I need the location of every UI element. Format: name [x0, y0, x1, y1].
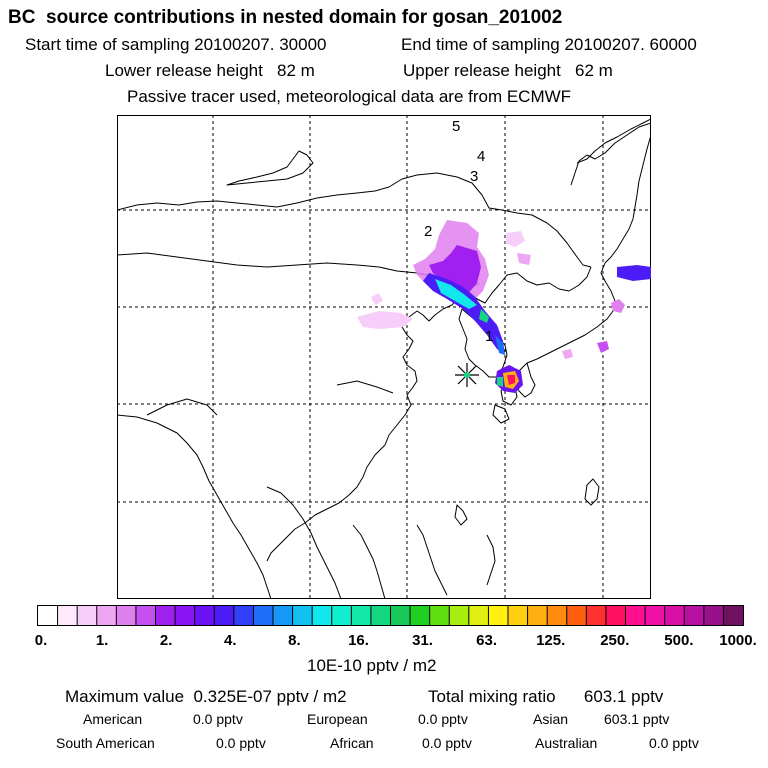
colorbar-cell [155, 606, 176, 625]
colorbar-cell [625, 606, 646, 625]
colorbar-cell [214, 606, 235, 625]
colorbar-cell [566, 606, 587, 625]
colorbar-cell [429, 606, 450, 625]
trajectory-label-5: 5 [452, 118, 460, 135]
colorbar-cell [645, 606, 666, 625]
colorbar-cells [38, 606, 744, 625]
colorbar-cell [253, 606, 274, 625]
colorbar-cell [96, 606, 117, 625]
african-value: 0.0 pptv [422, 735, 472, 751]
colorbar-cell [233, 606, 255, 625]
american-label: American [83, 711, 143, 727]
colorbar-frame [37, 605, 744, 626]
african-label: African [330, 735, 374, 751]
colorbar-label-8: 8. [288, 632, 301, 649]
european-label: European [307, 711, 368, 727]
colorbar-cell [390, 606, 411, 625]
colorbar-cell [194, 606, 215, 625]
colorbar-label-125: 125. [536, 632, 566, 649]
trajectory-label-3: 3 [470, 168, 478, 185]
map-frame [117, 115, 651, 599]
australian-value: 0.0 pptv [649, 735, 699, 751]
end-time: End time of sampling 20100207. 60000 [401, 35, 697, 54]
colorbar-unit: 10E-10 pptv / m2 [307, 656, 437, 675]
trajectory-label-1: 1 [485, 328, 493, 345]
colorbar-label-63: 63. [476, 632, 498, 649]
colorbar-cell [312, 606, 333, 625]
trajectory-label-2: 2 [424, 223, 432, 240]
lat-lon-grid [117, 115, 651, 599]
lower-release-height: Lower release height 82 m [105, 61, 315, 80]
trajectory-labels: 5 4 3 2 1 [424, 118, 493, 345]
colorbar-cell [527, 606, 548, 625]
colorbar-cell [77, 606, 98, 625]
colorbar [37, 605, 744, 626]
colorbar-label-500: 500. [664, 632, 694, 649]
colorbar-cell [57, 606, 78, 625]
colorbar-cell [331, 606, 352, 625]
australian-label: Australian [535, 735, 598, 751]
south-american-label: South American [56, 735, 155, 751]
colorbar-cell [586, 606, 607, 625]
colorbar-cell [273, 606, 294, 625]
colorbar-label-0: 0. [34, 632, 48, 649]
colorbar-label-16: 16. [348, 632, 369, 649]
receptor-dot [464, 372, 470, 378]
colorbar-label-1000: 1000. [719, 632, 757, 649]
colorbar-cell [175, 606, 196, 625]
colorbar-cell [488, 606, 509, 625]
colorbar-label-1: 1. [95, 632, 109, 649]
colorbar-label-4: 4. [224, 632, 237, 649]
colorbar-cell [703, 606, 725, 625]
colorbar-cell [508, 606, 529, 625]
colorbar-label-2: 2. [159, 632, 173, 649]
asian-value: 603.1 pptv [604, 711, 670, 727]
colorbar-cell [38, 606, 59, 625]
asian-label: Asian [533, 711, 569, 727]
colorbar-label-31: 31. [412, 632, 433, 649]
maximum-value: Maximum value 0.325E-07 pptv / m2 [65, 687, 347, 706]
map-panel: 5 4 3 2 1 [117, 115, 651, 599]
colorbar-cell [135, 606, 157, 625]
colorbar-cell [723, 606, 744, 625]
colorbar-cell [547, 606, 568, 625]
colorbar-cell [468, 606, 490, 625]
chart-title: BC source contributions in nested domain… [8, 7, 563, 28]
colorbar-ticks [57, 606, 724, 625]
american-value: 0.0 pptv [193, 711, 243, 727]
south-american-value: 0.0 pptv [216, 735, 266, 751]
upper-release-height: Upper release height 62 m [403, 61, 613, 80]
colorbar-cell [684, 606, 705, 625]
colorbar-cell [351, 606, 372, 625]
start-time: Start time of sampling 20100207. 30000 [25, 35, 327, 54]
colorbar-cell [292, 606, 313, 625]
total-mixing-ratio: Total mixing ratio 603.1 pptv [428, 687, 664, 706]
concentration-field [357, 220, 651, 393]
trajectory-label-4: 4 [477, 148, 485, 165]
european-value: 0.0 pptv [418, 711, 468, 727]
colorbar-label-250: 250. [600, 632, 630, 649]
tracer-note: Passive tracer used, meteorological data… [127, 87, 572, 106]
colorbar-cell [449, 606, 470, 625]
colorbar-cell [370, 606, 392, 625]
colorbar-cell [605, 606, 627, 625]
colorbar-cell [410, 606, 431, 625]
colorbar-cell [116, 606, 137, 625]
colorbar-cell [664, 606, 685, 625]
